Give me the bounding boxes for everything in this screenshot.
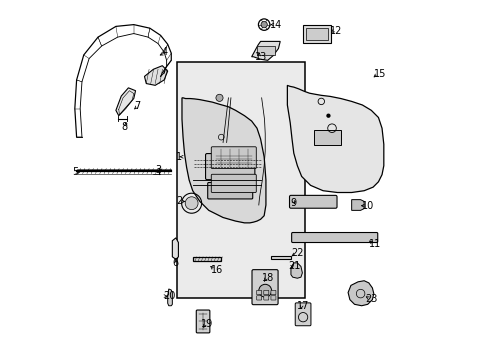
Polygon shape bbox=[116, 88, 135, 116]
Text: 13: 13 bbox=[254, 52, 266, 62]
FancyBboxPatch shape bbox=[256, 46, 274, 55]
FancyBboxPatch shape bbox=[270, 291, 275, 295]
Text: 6: 6 bbox=[172, 258, 178, 268]
Polygon shape bbox=[172, 238, 178, 259]
Text: 15: 15 bbox=[373, 68, 386, 78]
Circle shape bbox=[216, 94, 223, 102]
FancyBboxPatch shape bbox=[313, 130, 341, 145]
Text: 9: 9 bbox=[290, 198, 296, 208]
FancyBboxPatch shape bbox=[302, 24, 330, 43]
Text: 20: 20 bbox=[163, 291, 175, 301]
Polygon shape bbox=[290, 263, 302, 278]
FancyBboxPatch shape bbox=[192, 257, 221, 261]
FancyBboxPatch shape bbox=[271, 256, 290, 259]
FancyBboxPatch shape bbox=[207, 183, 252, 199]
FancyBboxPatch shape bbox=[295, 303, 310, 326]
FancyBboxPatch shape bbox=[256, 291, 261, 295]
Polygon shape bbox=[351, 200, 364, 210]
Text: 2: 2 bbox=[176, 197, 182, 206]
Text: 14: 14 bbox=[270, 19, 282, 30]
Polygon shape bbox=[251, 41, 280, 60]
Text: 16: 16 bbox=[210, 265, 223, 275]
Polygon shape bbox=[182, 98, 265, 223]
FancyBboxPatch shape bbox=[291, 233, 377, 243]
FancyBboxPatch shape bbox=[263, 296, 268, 300]
FancyBboxPatch shape bbox=[211, 174, 256, 193]
FancyBboxPatch shape bbox=[289, 195, 336, 208]
Circle shape bbox=[258, 284, 271, 297]
Polygon shape bbox=[347, 281, 373, 306]
Text: 18: 18 bbox=[261, 273, 273, 283]
FancyBboxPatch shape bbox=[211, 147, 256, 168]
Text: 3: 3 bbox=[155, 165, 161, 175]
FancyBboxPatch shape bbox=[176, 62, 305, 298]
Circle shape bbox=[185, 197, 198, 210]
Text: 21: 21 bbox=[287, 261, 300, 271]
Polygon shape bbox=[144, 66, 167, 85]
Text: 8: 8 bbox=[121, 122, 127, 132]
Polygon shape bbox=[287, 85, 383, 193]
Text: 19: 19 bbox=[201, 319, 213, 329]
Text: 22: 22 bbox=[291, 248, 304, 258]
Text: 11: 11 bbox=[368, 239, 380, 249]
FancyBboxPatch shape bbox=[205, 154, 254, 180]
Circle shape bbox=[325, 113, 330, 118]
Text: 4: 4 bbox=[162, 47, 167, 57]
FancyBboxPatch shape bbox=[305, 28, 327, 40]
Polygon shape bbox=[167, 289, 172, 306]
Text: 17: 17 bbox=[297, 301, 309, 311]
Circle shape bbox=[261, 22, 267, 28]
FancyBboxPatch shape bbox=[270, 296, 275, 300]
FancyBboxPatch shape bbox=[263, 291, 268, 295]
FancyBboxPatch shape bbox=[251, 270, 278, 305]
Text: 5: 5 bbox=[72, 167, 79, 177]
FancyBboxPatch shape bbox=[256, 296, 261, 300]
Text: 1: 1 bbox=[176, 152, 182, 162]
Text: 7: 7 bbox=[134, 101, 140, 111]
Text: 12: 12 bbox=[329, 26, 341, 36]
FancyBboxPatch shape bbox=[196, 310, 209, 333]
Text: 23: 23 bbox=[365, 294, 377, 303]
Text: 10: 10 bbox=[361, 201, 373, 211]
